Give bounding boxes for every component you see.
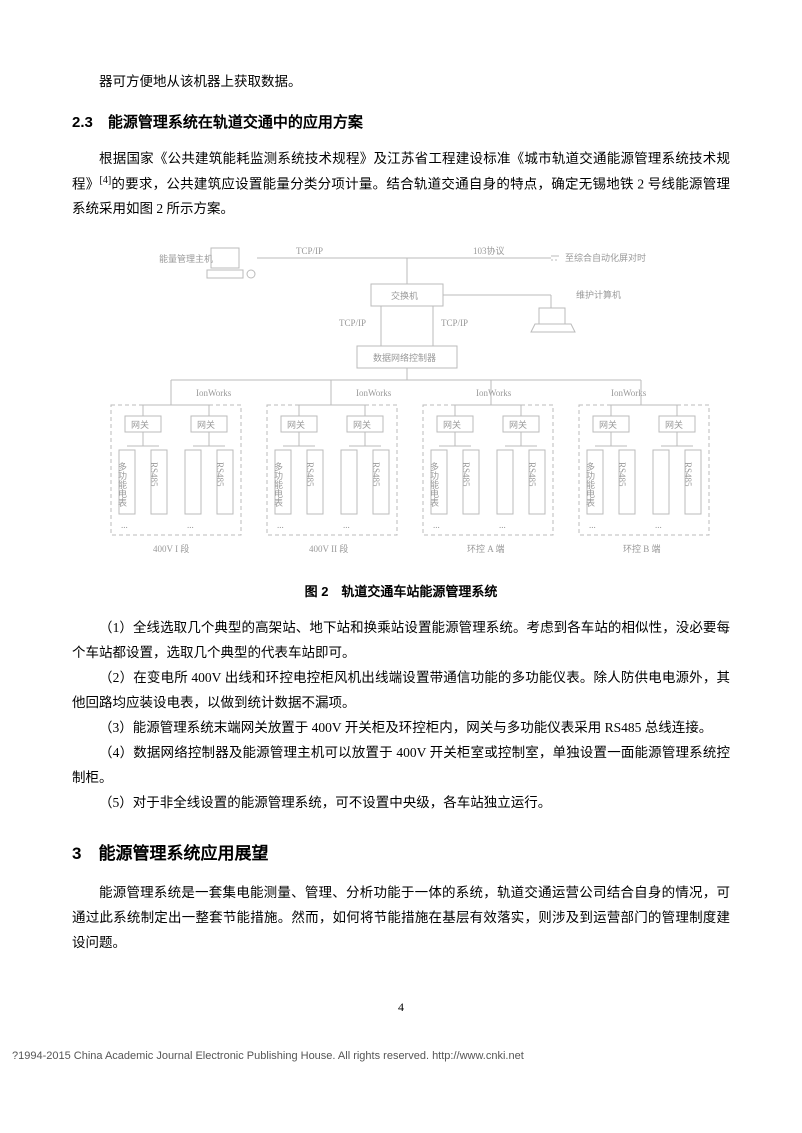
host-label: 能量管理主机: [159, 253, 213, 264]
meter-3: 多功能电表: [429, 461, 439, 508]
ionworks-1: IonWorks: [196, 388, 232, 398]
svg-text:...: ...: [121, 520, 128, 530]
tcpip-right: TCP/IP: [441, 318, 468, 328]
list-item-3: （3）能源管理系统末端网关放置于 400V 开关柜及环控柜内，网关与多功能仪表采…: [72, 716, 730, 741]
list-item-1: （1）全线选取几个典型的高架站、地下站和换乘站设置能源管理系统。考虑到各车站的相…: [72, 616, 730, 666]
section-3-label: 环控 A 端: [467, 543, 505, 554]
publisher-footer: ?1994-2015 China Academic Journal Electr…: [12, 1046, 730, 1066]
meter-4: 多功能电表: [585, 461, 595, 508]
list-item-5: （5）对于非全线设置的能源管理系统，可不设置中央级，各车站独立运行。: [72, 791, 730, 816]
protocol-103-label: 103协议: [473, 245, 505, 256]
svg-text:...: ...: [655, 520, 662, 530]
list-item-2: （2）在变电所 400V 出线和环控电控柜风机出线端设置带通信功能的多功能仪表。…: [72, 666, 730, 716]
rs485-1b: RS485: [215, 462, 225, 487]
svg-text:...: ...: [187, 520, 194, 530]
gateway-2b: 网关: [353, 419, 371, 430]
rs485-3b: RS485: [527, 462, 537, 487]
p23-part-b: 的要求，公共建筑应设置能量分类分项计量。结合轨道交通自身的特点，确定无锡地铁 2…: [72, 176, 730, 216]
gateway-3a: 网关: [443, 419, 461, 430]
ionworks-3: IonWorks: [476, 388, 512, 398]
paragraph-2-3: 根据国家《公共建筑能耗监测系统技术规程》及江苏省工程建设标准《城市轨道交通能源管…: [72, 147, 730, 222]
figure-2-caption: 图 2 轨道交通车站能源管理系统: [72, 580, 730, 604]
figure-2-diagram: 能量管理主机 TCP/IP 交换机 103协议 至综合自动化屏对时 维护计算机 …: [72, 240, 730, 570]
tcpip-left: TCP/IP: [339, 318, 366, 328]
fragment-previous-page: 器可方便地从该机器上获取数据。: [72, 70, 730, 95]
gateway-2a: 网关: [287, 419, 305, 430]
heading-3: 3 能源管理系统应用展望: [72, 838, 730, 869]
gateway-4b: 网关: [665, 419, 683, 430]
section-4-label: 环控 B 端: [623, 543, 661, 554]
gateway-1a: 网关: [131, 419, 149, 430]
section-2-label: 400V II 段: [309, 543, 348, 554]
citation-ref-4: [4]: [100, 175, 112, 186]
gateway-4a: 网关: [599, 419, 617, 430]
gateway-3b: 网关: [509, 419, 527, 430]
switch-label: 交换机: [391, 290, 418, 301]
tcpip-label-1: TCP/IP: [296, 246, 323, 256]
svg-text:...: ...: [589, 520, 596, 530]
svg-text:...: ...: [343, 520, 350, 530]
list-item-4: （4）数据网络控制器及能源管理主机可以放置于 400V 开关柜室或控制室，单独设…: [72, 741, 730, 791]
meter-1: 多功能电表: [117, 461, 127, 508]
heading-2-3: 2.3 能源管理系统在轨道交通中的应用方案: [72, 109, 730, 137]
laptop-icon: [531, 308, 575, 332]
section-1-label: 400V I 段: [153, 543, 189, 554]
maintenance-label: 维护计算机: [576, 289, 621, 300]
rs485-4: RS485: [617, 462, 627, 487]
page-number: 4: [72, 996, 730, 1018]
rs485-4b: RS485: [683, 462, 693, 487]
rs485-3: RS485: [461, 462, 471, 487]
automation-label: 至综合自动化屏对时: [565, 252, 646, 263]
svg-text:...: ...: [277, 520, 284, 530]
paragraph-3: 能源管理系统是一套集电能测量、管理、分析功能于一体的系统，轨道交通运营公司结合自…: [72, 881, 730, 956]
meter-2: 多功能电表: [273, 461, 283, 508]
svg-text:...: ...: [433, 520, 440, 530]
dnc-label: 数据网络控制器: [373, 352, 436, 363]
ionworks-2: IonWorks: [356, 388, 392, 398]
rs485-2: RS485: [305, 462, 315, 487]
host-computer-icon: [207, 248, 255, 278]
rs485-1: RS485: [149, 462, 159, 487]
gateway-1b: 网关: [197, 419, 215, 430]
rs485-2b: RS485: [371, 462, 381, 487]
svg-text:...: ...: [499, 520, 506, 530]
